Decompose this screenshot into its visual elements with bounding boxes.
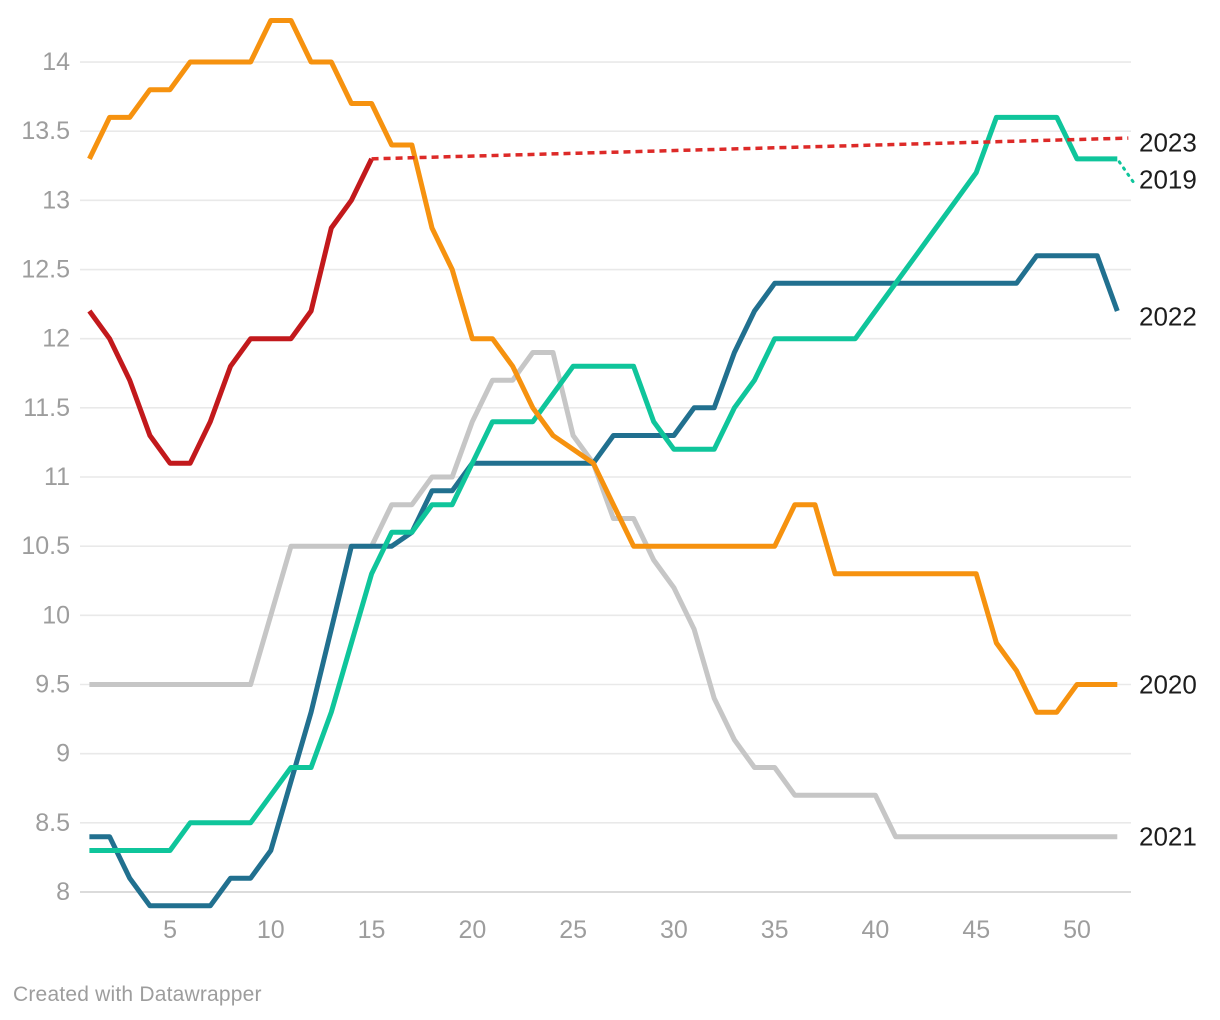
x-tick-label: 45 [962,916,990,944]
series-line-2023 [87,157,374,466]
y-tick-label: 12 [42,325,70,353]
y-tick-label: 9 [56,740,70,768]
leader-dots-2019 [1117,160,1135,184]
series-label-2023: 2023 [1139,127,1197,157]
y-tick-label: 12.5 [21,256,70,284]
y-tick-label: 13 [42,186,70,214]
series-line-2022 [89,253,1120,909]
y-tick-label: 10.5 [21,532,70,560]
series-label-2022: 2022 [1139,302,1197,332]
series-line-2021 [89,350,1118,840]
y-tick-label: 9.5 [35,671,70,699]
y-tick-label: 10 [42,601,70,629]
series-label-2021: 2021 [1139,822,1197,852]
y-tick-label: 8 [56,878,70,906]
series-label-2020: 2020 [1139,670,1197,700]
y-tick-label: 8.5 [35,809,70,837]
series-line-2019 [89,114,1118,853]
y-tick-label: 14 [42,48,70,76]
chart-container: 8 8.5 9 9.5 10 10.5 11 11.5 12 12.5 13 13.5 14 5 10 15 2… [13,18,1197,1006]
x-tick-label: 50 [1063,916,1091,944]
line-chart: 8 8.5 9 9.5 10 10.5 11 11.5 12 12.5 13 13.5 14 5 10 15 2… [21,18,1197,944]
x-tick-label: 30 [660,916,688,944]
series-label-2019: 2019 [1139,165,1197,195]
series-line-2020 [87,18,1118,715]
x-tick-label: 40 [862,916,890,944]
y-tick-label: 11 [44,463,70,491]
x-tick-label: 15 [358,916,386,944]
x-tick-label: 5 [163,916,177,944]
x-tick-label: 35 [761,916,789,944]
x-tick-label: 20 [458,916,486,944]
x-tick-label: 10 [257,916,285,944]
projection-line-2023 [371,136,1129,161]
datawrapper-credit: Created with Datawrapper [13,983,262,1006]
x-tick-label: 25 [559,916,587,944]
y-tick-label: 13.5 [21,117,70,145]
y-tick-label: 11.5 [23,394,70,422]
